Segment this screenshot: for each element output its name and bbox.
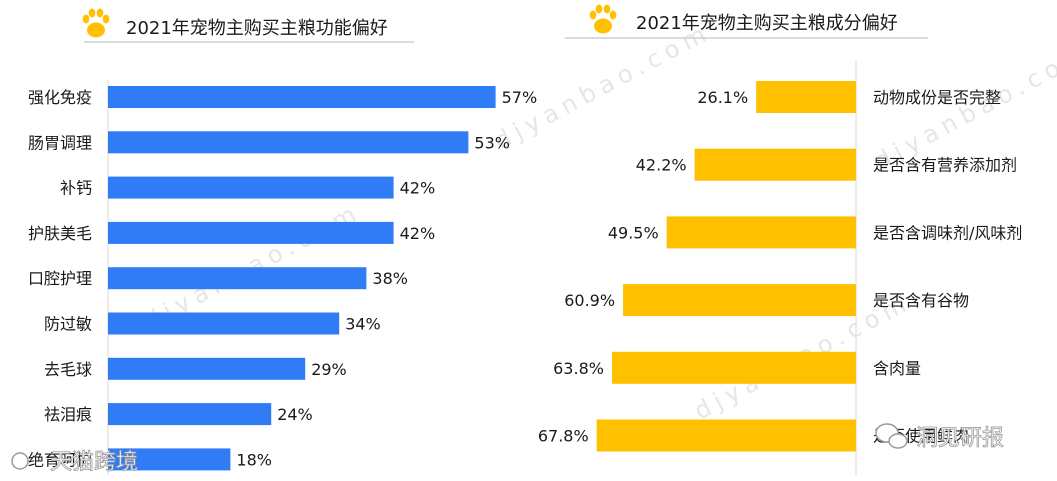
left-value-label: 34% [345, 315, 381, 334]
right-value-label: 49.5% [608, 223, 659, 242]
left-bar [108, 357, 306, 380]
left-bar [108, 221, 394, 244]
left-category-label: 口腔护理 [28, 269, 92, 288]
right-value-label: 63.8% [553, 359, 604, 378]
left-chart-title: 2021年宠物主购买主粮功能偏好 [126, 18, 388, 39]
left-category-label: 护肤美毛 [28, 224, 92, 243]
right-value-label: 67.8% [538, 427, 589, 446]
right-bar-series: 26.1% 动物成份是否完整 42.2% 是否含有营养添加剂 49.5% 是否含调味剂/风… [538, 81, 1022, 452]
right-bar [623, 284, 856, 317]
paw-icon [82, 8, 110, 38]
left-category-label: 绝育呵护 [28, 450, 92, 469]
right-bar [756, 81, 856, 113]
left-bar [108, 86, 496, 108]
right-bar [694, 148, 856, 181]
right-chart-title: 2021年宠物主购买主粮成分偏好 [636, 13, 898, 34]
left-value-label: 53% [474, 133, 510, 152]
left-category-label: 肠胃调理 [28, 133, 92, 152]
left-category-label: 祛泪痕 [44, 405, 92, 424]
right-title-block: 2021年宠物主购买主粮成分偏好 [565, 4, 928, 39]
right-value-label: 26.1% [697, 88, 748, 107]
left-category-label: 强化免疫 [28, 88, 92, 107]
right-category-label: 是否含调味剂/风味剂 [873, 223, 1022, 242]
right-logo-watermark: 洞见研报 [875, 423, 1004, 451]
left-bar [108, 267, 367, 290]
left-bar [108, 448, 231, 471]
left-value-label: 57% [502, 88, 538, 107]
left-bar-series: 强化免疫 57% 肠胃调理 53% 补钙 42% 护肤美毛 42% 口腔护理 38% 防过敏 34% 去… [28, 86, 538, 471]
right-category-label: 含肉量 [873, 359, 921, 378]
left-value-label: 18% [236, 450, 272, 469]
right-category-label: 动物成份是否完整 [873, 88, 1001, 107]
cat-logo-icon [11, 452, 29, 470]
right-logo-text: 洞见研报 [916, 426, 1004, 451]
left-value-label: 38% [372, 269, 408, 288]
wechat-icon [875, 423, 908, 449]
left-category-label: 补钙 [60, 179, 92, 198]
left-value-label: 24% [277, 405, 313, 424]
left-logo-watermark: 天猫跨境 [11, 450, 138, 475]
left-value-label: 42% [400, 224, 436, 243]
left-bar [108, 403, 272, 426]
paw-icon [589, 4, 617, 34]
left-bar [108, 312, 340, 335]
right-bar [611, 351, 856, 384]
right-value-label: 42.2% [636, 156, 687, 175]
left-logo-text: 天猫跨境 [50, 450, 138, 475]
right-category-label: 是否含有营养添加剂 [873, 156, 1017, 175]
left-bar [108, 176, 394, 199]
right-category-label: 是否含有谷物 [873, 291, 969, 310]
right-bar [596, 419, 856, 452]
left-title-block: 2021年宠物主购买主粮功能偏好 [82, 8, 414, 43]
left-value-label: 42% [400, 179, 436, 198]
right-bar [666, 216, 856, 249]
left-bar [108, 131, 469, 154]
left-value-label: 29% [311, 360, 347, 379]
right-value-label: 60.9% [564, 291, 615, 310]
left-category-label: 防过敏 [44, 315, 92, 334]
left-category-label: 去毛球 [44, 360, 92, 379]
